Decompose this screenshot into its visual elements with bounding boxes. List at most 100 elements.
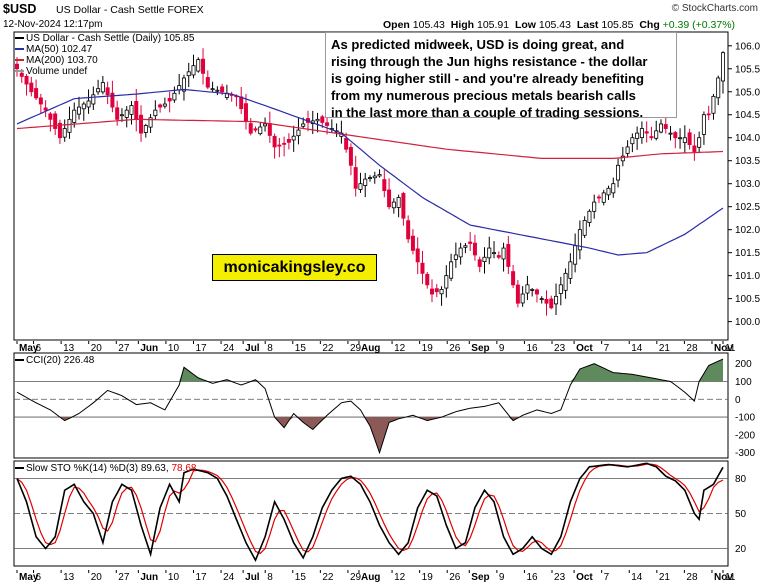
price-date-label: 26 [449, 343, 461, 354]
annotation-box: As predicted midweek, USD is doing great… [325, 32, 677, 120]
stochastic-date-label: 14 [631, 572, 643, 583]
stochastic-date-label: 16 [526, 572, 538, 583]
price-axis-label: 101.5 [735, 248, 760, 259]
cci-axis-label: -300 [735, 448, 755, 459]
candle-down [387, 189, 392, 208]
candle-down [706, 113, 711, 116]
price-date-label: 14 [631, 343, 643, 354]
candle-down [282, 142, 287, 145]
stochastic-date-label: Sep [471, 572, 489, 583]
candle-up [492, 252, 497, 255]
price-date-label: 27 [118, 343, 130, 354]
candle-up [458, 247, 463, 258]
candle-up [358, 183, 363, 190]
candle-up [449, 261, 454, 279]
price-date-label: 28 [686, 343, 698, 354]
candle-up [196, 59, 201, 72]
stochastic-date-label: 19 [422, 572, 434, 583]
candle-up [463, 245, 468, 248]
candle-up [129, 105, 134, 115]
candle-up [525, 284, 530, 294]
candle-down [19, 72, 24, 77]
price-date-label: 22 [322, 343, 334, 354]
price-date-label: 8 [267, 343, 273, 354]
price-axis-label: 103.5 [735, 156, 760, 167]
candle-down [544, 299, 549, 304]
stochastic-date-label: 11 [725, 572, 736, 583]
candle-down [320, 116, 325, 123]
candle-up [625, 146, 630, 154]
price-axis-label: 102.5 [735, 202, 760, 213]
stochastic-date-label: 20 [91, 572, 103, 583]
candle-up [721, 52, 726, 82]
candle-down [43, 107, 48, 111]
candle-down [687, 132, 692, 146]
cci-line [16, 358, 724, 455]
candle-down [468, 241, 473, 244]
stochastic-date-label: May [19, 572, 39, 583]
legend-cci: CCI(20) 226.48 [15, 355, 94, 366]
candle-down [344, 138, 349, 150]
cci-axis-label: 0 [735, 395, 741, 406]
candle-up [678, 137, 683, 140]
candle-up [296, 129, 301, 137]
candle-down [248, 123, 253, 134]
candle-down [534, 289, 539, 295]
candle-up [716, 77, 721, 99]
candle-up [363, 178, 368, 186]
candle-down [420, 262, 425, 274]
candle-down [253, 128, 258, 131]
price-date-label: 10 [168, 343, 180, 354]
price-date-label: 16 [526, 343, 538, 354]
price-date-label: Jun [140, 343, 158, 354]
stochastic-date-label: 22 [322, 572, 334, 583]
stochastic-date-label: 29 [350, 572, 362, 583]
candle-down [410, 235, 415, 251]
candle-up [620, 155, 625, 162]
candle-up [453, 254, 458, 260]
candle-down [496, 255, 501, 258]
candle-up [143, 125, 148, 133]
stochastic-axis-label: 20 [735, 544, 747, 555]
stochastic-date-label: Nov [714, 572, 733, 583]
candle-down [139, 114, 144, 134]
candle-down [415, 248, 420, 263]
candle-up [520, 293, 525, 304]
candle-up [367, 177, 372, 179]
candle-up [539, 298, 544, 301]
candle-up [377, 174, 382, 177]
candle-up [396, 197, 401, 208]
candle-down [506, 244, 511, 267]
chart-header: $USD US Dollar - Cash Settle FOREX 12-No… [0, 0, 768, 32]
candle-down [115, 107, 120, 120]
candle-up [563, 272, 568, 291]
candle-up [658, 123, 663, 133]
candle-down [430, 288, 435, 295]
price-date-label: May [19, 343, 39, 354]
candle-down [649, 136, 654, 139]
candle-down [277, 144, 282, 147]
candle-down [105, 87, 110, 96]
candle-down [243, 103, 248, 122]
candle-down [14, 63, 19, 70]
price-date-label: Sep [471, 343, 489, 354]
stochastic-date-label: 10 [168, 572, 180, 583]
symbol-description: US Dollar - Cash Settle FOREX [56, 4, 204, 16]
candle-up [668, 132, 673, 135]
legend-ma200: MA(200) 103.70 [15, 55, 98, 66]
cci-axis-label: 100 [735, 377, 752, 388]
candlesticks [14, 48, 726, 316]
candle-up [611, 183, 616, 194]
stochastic-date-label: Oct [576, 572, 593, 583]
cci-overbought-fill [179, 359, 723, 382]
stochastic-date-label: 6 [36, 572, 42, 583]
candle-down [158, 104, 163, 108]
price-axis-label: 105.0 [735, 87, 760, 98]
candle-down [48, 113, 53, 120]
price-date-label: 17 [196, 343, 208, 354]
ma200-line [16, 118, 724, 159]
price-axis-label: 104.0 [735, 133, 760, 144]
price-date-label: 6 [36, 343, 42, 354]
symbol-title: $USD [3, 2, 37, 16]
stochastic-date-label: 24 [223, 572, 235, 583]
